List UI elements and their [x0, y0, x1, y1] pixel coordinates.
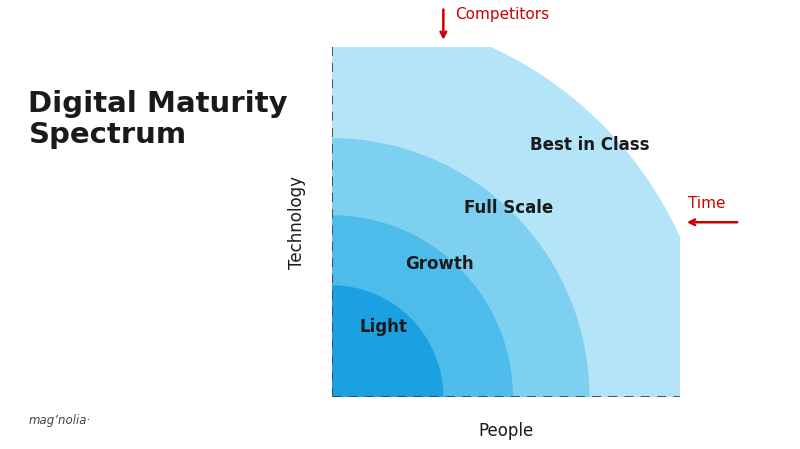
Text: Digital Maturity
Spectrum: Digital Maturity Spectrum [29, 90, 288, 149]
Text: Growth: Growth [405, 255, 474, 273]
Text: Technology: Technology [288, 176, 306, 269]
Text: Competitors: Competitors [455, 7, 550, 22]
Text: Full Scale: Full Scale [464, 199, 554, 217]
Text: Light: Light [360, 318, 408, 336]
Wedge shape [332, 12, 715, 397]
Wedge shape [332, 215, 513, 397]
Text: mag’nolia·: mag’nolia· [29, 414, 90, 427]
Wedge shape [332, 285, 443, 397]
Text: People: People [478, 422, 534, 440]
Text: Best in Class: Best in Class [530, 136, 650, 154]
Wedge shape [332, 138, 590, 397]
Text: Time: Time [688, 196, 726, 211]
